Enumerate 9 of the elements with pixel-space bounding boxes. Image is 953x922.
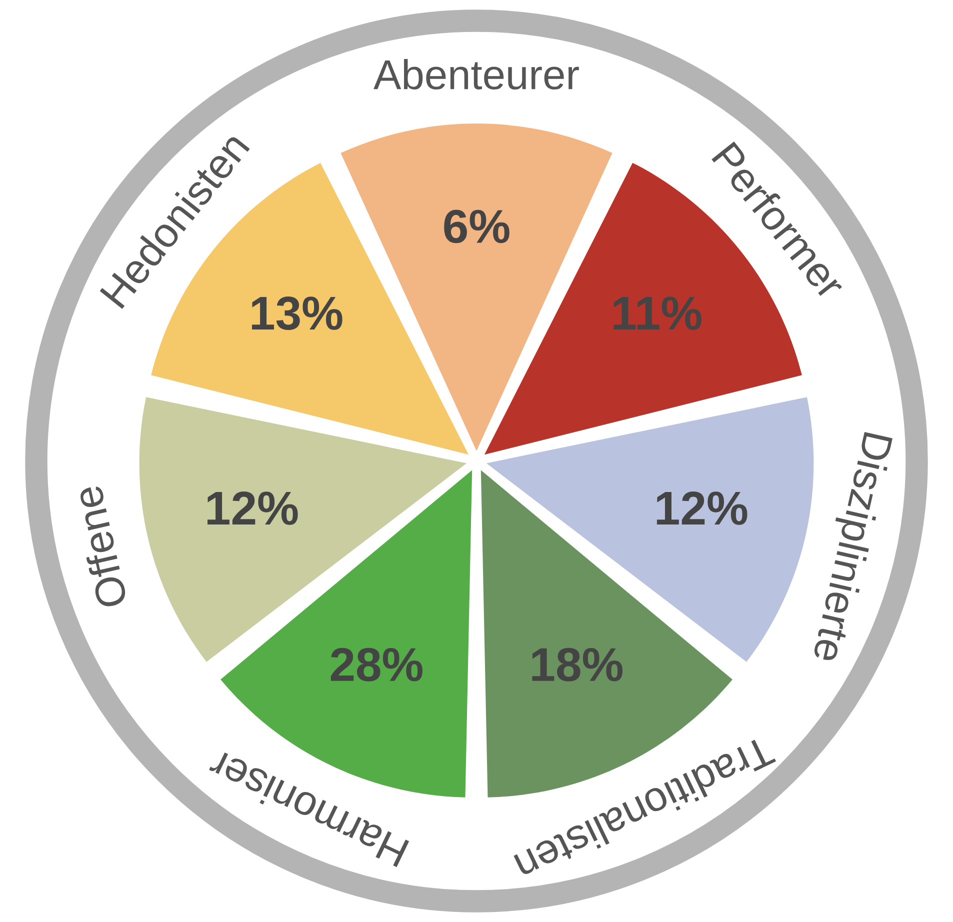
data-label: 18% [532, 648, 623, 682]
data-label: 12% [207, 492, 298, 525]
data-label: 11% [614, 296, 702, 330]
data-label: 28% [330, 648, 423, 682]
data-label: 12% [656, 492, 748, 525]
data-label: 6% [444, 210, 510, 244]
data-label: 13% [252, 296, 342, 330]
category-label: Offene [71, 484, 128, 610]
category-label: Abenteurer [374, 58, 579, 90]
